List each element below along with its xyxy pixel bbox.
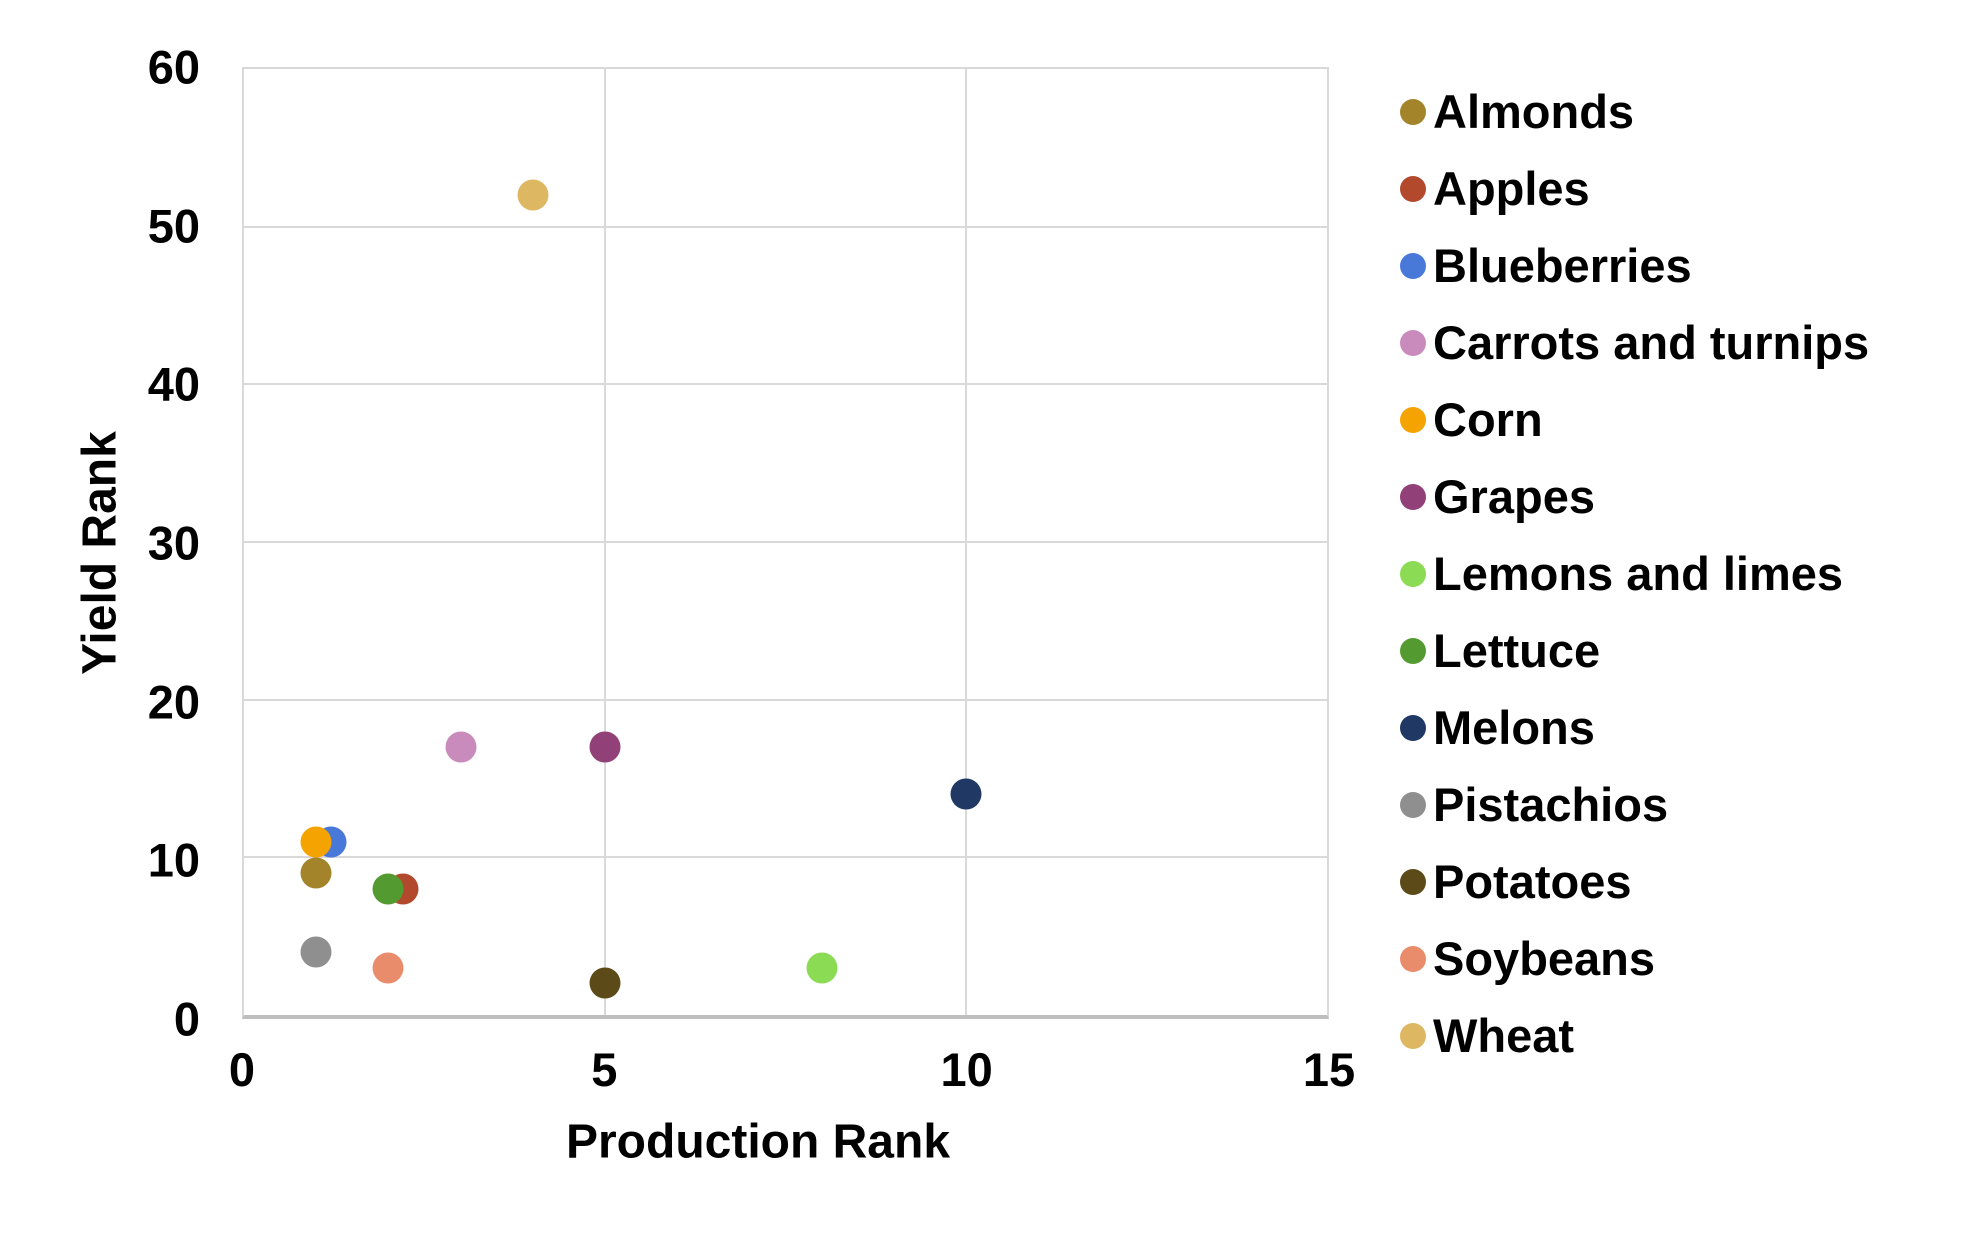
point-grapes <box>589 731 621 763</box>
legend-label: Soybeans <box>1433 932 1656 985</box>
legend-marker-icon <box>1400 1022 1426 1049</box>
point-potatoes <box>589 967 621 999</box>
legend-label: Wheat <box>1433 1009 1574 1062</box>
point-corn <box>300 826 332 858</box>
x-axis-tick-labels: 0 5 10 15 <box>229 1043 1355 1106</box>
legend-label: Potatoes <box>1433 855 1632 908</box>
legend-item-lemons-and-limes: Lemons and limes <box>1400 535 1869 612</box>
legend-marker-icon <box>1400 406 1426 433</box>
legend-marker-icon <box>1400 560 1426 587</box>
point-lettuce <box>372 873 404 905</box>
legend-label: Pistachios <box>1433 778 1669 831</box>
point-melons <box>950 778 982 810</box>
legend-item-corn: Corn <box>1400 381 1869 458</box>
legend-marker-icon <box>1400 945 1426 972</box>
legend-label: Carrots and turnips <box>1433 316 1870 369</box>
legend-item-blueberries: Blueberries <box>1400 227 1869 304</box>
legend-item-potatoes: Potatoes <box>1400 843 1869 920</box>
legend-label: Grapes <box>1433 470 1595 523</box>
point-carrots-and-turnips <box>445 731 477 763</box>
legend-marker-icon <box>1400 98 1426 125</box>
point-pistachios <box>300 936 332 968</box>
legend-marker-icon <box>1400 175 1426 202</box>
legend-label: Apples <box>1433 162 1590 215</box>
point-almonds <box>300 857 332 889</box>
legend-item-pistachios: Pistachios <box>1400 766 1869 843</box>
gridline-y-50 <box>244 225 1327 228</box>
y-tick-label-30: 30 <box>147 516 200 570</box>
point-lemons-and-limes <box>806 952 838 984</box>
legend-marker-icon <box>1400 329 1426 356</box>
legend: Almonds Apples Blueberries Carrots and turn… <box>1400 73 1869 1074</box>
legend-item-wheat: Wheat <box>1400 997 1869 1074</box>
legend-item-grapes: Grapes <box>1400 458 1869 535</box>
legend-marker-icon <box>1400 252 1426 279</box>
legend-label: Almonds <box>1433 85 1635 138</box>
y-axis-tick-labels: 0 10 20 30 40 50 60 <box>0 44 200 1043</box>
gridline-y-40 <box>244 383 1327 386</box>
legend-item-lettuce: Lettuce <box>1400 612 1869 689</box>
x-tick-label-0: 0 <box>228 1043 256 1096</box>
x-axis-title: Production Rank <box>565 1115 951 1169</box>
y-tick-label-0: 0 <box>173 992 200 1046</box>
legend-item-apples: Apples <box>1400 150 1869 227</box>
legend-item-almonds: Almonds <box>1400 73 1869 150</box>
legend-label: Melons <box>1433 701 1595 754</box>
legend-label: Corn <box>1433 393 1543 446</box>
y-tick-label-40: 40 <box>147 357 200 411</box>
y-tick-label-10: 10 <box>147 833 200 887</box>
y-tick-label-50: 50 <box>147 199 200 253</box>
legend-item-melons: Melons <box>1400 689 1869 766</box>
plot-area <box>242 67 1329 1019</box>
gridline-y-10 <box>244 856 1327 859</box>
y-tick-label-20: 20 <box>147 675 200 729</box>
gridline-y-20 <box>244 698 1327 701</box>
legend-marker-icon <box>1400 637 1426 664</box>
legend-label: Lettuce <box>1433 624 1601 677</box>
legend-marker-icon <box>1400 714 1426 741</box>
gridline-x-5 <box>604 69 606 1015</box>
y-tick-label-60: 60 <box>147 40 200 94</box>
x-tick-label-5: 5 <box>591 1043 618 1096</box>
point-soybeans <box>372 952 404 984</box>
gridline-x-10 <box>965 69 967 1015</box>
x-tick-label-15: 15 <box>1302 1043 1356 1096</box>
legend-label: Lemons and limes <box>1433 547 1844 600</box>
legend-item-carrots-and-turnips: Carrots and turnips <box>1400 304 1869 381</box>
x-tick-label-10: 10 <box>940 1043 993 1096</box>
point-wheat <box>517 179 549 211</box>
legend-item-soybeans: Soybeans <box>1400 920 1869 997</box>
legend-marker-icon <box>1400 868 1426 895</box>
legend-marker-icon <box>1400 791 1426 818</box>
gridline-y-30 <box>244 541 1327 543</box>
legend-marker-icon <box>1400 483 1426 510</box>
legend-label: Blueberries <box>1433 239 1692 292</box>
